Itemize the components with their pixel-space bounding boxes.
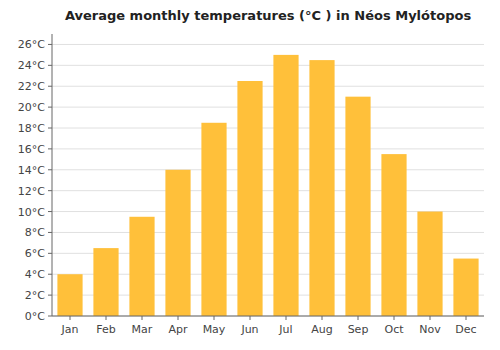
title: Average monthly temperatures (°C ) in Né… [65, 8, 472, 23]
tick-mark [48, 274, 52, 275]
tick-mark [142, 316, 143, 320]
bar [129, 217, 154, 316]
tick-mark [322, 316, 323, 320]
tick-label: Oct [384, 323, 404, 336]
tick-mark [48, 107, 52, 108]
bar [237, 81, 262, 316]
tick-mark [106, 316, 107, 320]
tick-label: Apr [168, 323, 188, 336]
tick-mark [48, 253, 52, 254]
tick-label: 24°C [18, 59, 45, 72]
tick-mark [48, 190, 52, 191]
grid-line [52, 316, 484, 317]
tick-label: 4°C [25, 268, 45, 281]
bar [165, 170, 190, 316]
grid-line [52, 107, 484, 108]
tick-label: 2°C [25, 289, 45, 302]
tick-mark [70, 316, 71, 320]
tick-label: 6°C [25, 247, 45, 260]
tick-mark [48, 211, 52, 212]
tick-mark [48, 86, 52, 87]
tick-label: 0°C [25, 310, 45, 323]
tick-mark [286, 316, 287, 320]
tick-label: 8°C [25, 226, 45, 239]
tick-mark [358, 316, 359, 320]
grid-line [52, 169, 484, 170]
tick-mark [48, 169, 52, 170]
bar [57, 274, 82, 316]
tick-label: Feb [96, 323, 115, 336]
tick-mark [48, 148, 52, 149]
chart: Average monthly temperatures (°C ) in Né… [0, 0, 500, 350]
tick-label: Dec [455, 323, 476, 336]
tick-mark [48, 295, 52, 296]
x-axis-line [52, 316, 484, 317]
grid-line [52, 190, 484, 191]
tick-label: 16°C [18, 143, 45, 156]
tick-label: Mar [132, 323, 153, 336]
tick-label: 14°C [18, 164, 45, 177]
tick-mark [214, 316, 215, 320]
tick-mark [48, 232, 52, 233]
tick-mark [48, 44, 52, 45]
tick-label: May [203, 323, 226, 336]
grid-line [52, 65, 484, 66]
bar [309, 60, 334, 316]
bars [57, 55, 478, 316]
tick-label: 18°C [18, 122, 45, 135]
tick-label: Jul [278, 323, 292, 336]
tick-mark [466, 316, 467, 320]
tick-mark [48, 128, 52, 129]
bar [381, 154, 406, 316]
tick-label: Nov [419, 323, 441, 336]
bar [345, 97, 370, 316]
tick-label: 20°C [18, 101, 45, 114]
tick-label: Jun [240, 323, 258, 336]
bar [453, 259, 478, 316]
bar [417, 212, 442, 316]
tick-label: 22°C [18, 80, 45, 93]
bar [93, 248, 118, 316]
tick-label: Sep [348, 323, 369, 336]
chart-container: Average monthly temperatures (°C ) in Né… [0, 0, 500, 350]
tick-mark [394, 316, 395, 320]
tick-label: Aug [311, 323, 332, 336]
grid-line [52, 86, 484, 87]
grid-line [52, 128, 484, 129]
tick-mark [178, 316, 179, 320]
tick-mark [48, 65, 52, 66]
tick-mark [250, 316, 251, 320]
tick-label: Jan [61, 323, 79, 336]
x-axis: Jan Feb Mar Apr May Jun Jul Aug Sep Oct Nov Dec [61, 316, 477, 336]
tick-mark [48, 316, 52, 317]
tick-label: 10°C [18, 206, 45, 219]
bar [273, 55, 298, 316]
y-axis: 0°C 2°C 4°C 6°C 8°C 10°C 12°C 14°C 16°C 18°C 20°C 2… [18, 38, 484, 323]
bar [201, 123, 226, 316]
grid-line [52, 148, 484, 149]
grid-line [52, 44, 484, 45]
y-axis-line [52, 34, 53, 316]
tick-mark [430, 316, 431, 320]
tick-label: 26°C [18, 38, 45, 51]
tick-label: 12°C [18, 185, 45, 198]
